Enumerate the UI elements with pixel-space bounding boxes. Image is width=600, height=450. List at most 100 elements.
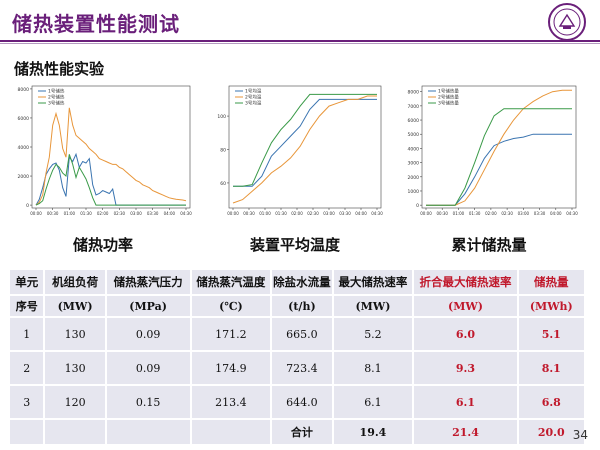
table-unit-row: 序号 (MW) (MPa) (℃) (t/h) (MW) (MW) (MWh) — [10, 296, 584, 316]
x-tick-label: 03:30 — [147, 211, 159, 216]
x-tick-label: 03:30 — [339, 211, 351, 216]
y-tick-label: 1000 — [408, 189, 420, 195]
table-cell: 120 — [45, 386, 105, 418]
x-tick-label: 00:30 — [47, 211, 59, 216]
table-cell: 5.1 — [518, 318, 584, 350]
legend-entry: 2号储热 — [48, 94, 65, 101]
table-cell: 0.15 — [106, 386, 190, 418]
x-tick-label: 01:30 — [469, 211, 481, 216]
unit-cell: (MW) — [333, 296, 413, 316]
header-cell: 机组负荷 — [45, 270, 105, 294]
caption-heat-power: 储热功率 — [72, 236, 133, 254]
unit-cell: (MW) — [45, 296, 105, 316]
x-tick-label: 02:30 — [307, 211, 319, 216]
total-converted-rate: 21.4 — [414, 420, 517, 444]
table-cell: 8.1 — [333, 352, 413, 384]
table-cell: 213.4 — [191, 386, 271, 418]
table-cell: 5.2 — [333, 318, 413, 350]
chart-cumulative-heat: 0 1000 2000 3000 4000 5000 6000 7000 8000 00:00 00… — [398, 80, 580, 220]
table-total-row: 合计 19.4 21.4 20.0 — [10, 420, 584, 444]
series-line-3 — [233, 93, 377, 187]
y-tick-label: 6000 — [18, 116, 30, 122]
x-tick-label: 00:30 — [436, 211, 448, 216]
x-tick-label: 03:00 — [518, 211, 530, 216]
x-tick-label: 04:30 — [566, 211, 578, 216]
table-cell — [106, 420, 190, 444]
x-tick-label: 04:00 — [355, 211, 367, 216]
chart-heat-power: 0 2000 4000 6000 8000 00:00 00:30 01:00 01:30 02:… — [8, 80, 194, 220]
x-tick-label: 04:00 — [550, 211, 562, 216]
legend-entry: 3号储热 — [48, 100, 65, 107]
y-tick-label: 2000 — [408, 175, 420, 181]
table-cell: 8.1 — [518, 352, 584, 384]
table-header-row: 单元 机组负荷 储热蒸汽压力 储热蒸汽温度 除盐水流量 最大储热速率 折合最大储… — [10, 270, 584, 294]
y-tick-label: 100 — [217, 114, 226, 120]
series-line-3 — [426, 108, 572, 206]
page-title: 储热装置性能测试 — [12, 12, 180, 36]
legend-entry: 1号储热量 — [438, 88, 459, 95]
table-cell: 723.4 — [272, 352, 332, 384]
x-tick-label: 03:00 — [323, 211, 335, 216]
x-tick-label: 03:00 — [130, 211, 142, 216]
series-line-2 — [35, 107, 187, 206]
x-tick-label: 01:30 — [275, 211, 287, 216]
header-rule-thin — [0, 43, 600, 44]
series-line-3 — [35, 154, 186, 206]
total-label: 合计 — [272, 420, 332, 444]
x-tick-label: 02:00 — [97, 211, 109, 216]
table-cell: 0.09 — [106, 318, 190, 350]
caption-cumulative-heat: 累计储热量 — [451, 236, 527, 254]
y-tick-label: 3000 — [408, 161, 420, 167]
table-cell — [45, 420, 105, 444]
table-cell: 2 — [10, 352, 44, 384]
results-table: 单元 机组负荷 储热蒸汽压力 储热蒸汽温度 除盐水流量 最大储热速率 折合最大储… — [8, 268, 586, 446]
header-cell: 最大储热速率 — [333, 270, 413, 294]
header-cell: 储热蒸汽温度 — [191, 270, 271, 294]
caption-average-temperature: 装置平均温度 — [249, 236, 340, 254]
section-subtitle: 储热性能实验 — [14, 60, 105, 78]
legend-entry: 2号均温 — [245, 94, 262, 101]
table-cell: 644.0 — [272, 386, 332, 418]
header-cell: 储热量 — [518, 270, 584, 294]
plot-frame — [421, 85, 577, 209]
x-tick-label: 01:00 — [259, 211, 271, 216]
unit-cell: (MW) — [414, 296, 517, 316]
total-heat: 20.0 — [518, 420, 584, 444]
legend-entry: 2号储热量 — [438, 94, 459, 101]
total-max-rate: 19.4 — [333, 420, 413, 444]
table-cell: 9.3 — [414, 352, 517, 384]
header-cell: 折合最大储热速率 — [414, 270, 517, 294]
table-cell: 6.8 — [518, 386, 584, 418]
header-cell: 除盐水流量 — [272, 270, 332, 294]
y-tick-label: 60 — [220, 181, 226, 187]
x-tick-label: 01:30 — [80, 211, 92, 216]
table-cell: 6.0 — [414, 318, 517, 350]
y-tick-label: 0 — [26, 203, 29, 209]
x-tick-label: 00:30 — [243, 211, 255, 216]
y-tick-label: 8000 — [408, 90, 420, 96]
x-tick-label: 04:30 — [180, 211, 192, 216]
y-tick-label: 2000 — [18, 174, 30, 180]
header-cell: 单元 — [10, 270, 44, 294]
y-tick-label: 7000 — [408, 104, 420, 110]
chart-average-temperature: 60 80 100 00:00 00:30 01:00 01:30 02:00 02:30 03:… — [205, 80, 385, 220]
table-cell: 1 — [10, 318, 44, 350]
table-row: 2 130 0.09 174.9 723.4 8.1 9.3 8.1 — [10, 352, 584, 384]
x-tick-label: 00:00 — [420, 211, 432, 216]
table-cell: 665.0 — [272, 318, 332, 350]
table-cell: 174.9 — [191, 352, 271, 384]
legend-entry: 3号储热量 — [438, 100, 459, 107]
header-rule — [0, 40, 600, 42]
table-cell: 171.2 — [191, 318, 271, 350]
table-cell — [191, 420, 271, 444]
y-tick-label: 8000 — [18, 87, 30, 93]
y-tick-label: 5000 — [408, 132, 420, 138]
x-tick-label: 02:00 — [485, 211, 497, 216]
unit-cell: (MPa) — [106, 296, 190, 316]
table-cell: 0.09 — [106, 352, 190, 384]
x-tick-label: 00:00 — [30, 211, 42, 216]
x-tick-label: 00:00 — [227, 211, 239, 216]
x-tick-label: 02:00 — [291, 211, 303, 216]
series-line-2 — [232, 95, 377, 204]
table-cell: 6.1 — [414, 386, 517, 418]
